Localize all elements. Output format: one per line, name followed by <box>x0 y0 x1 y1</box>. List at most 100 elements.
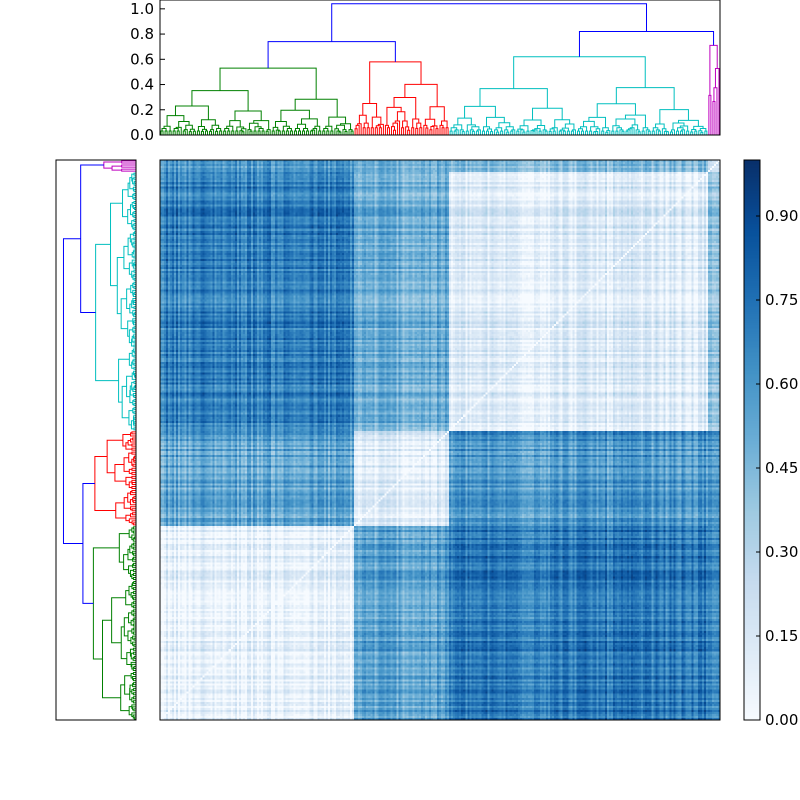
top-dendrogram-branch <box>253 120 270 130</box>
top-dendrogram-branch <box>301 118 318 127</box>
top-dendrogram-branch <box>249 130 253 135</box>
left-dendrogram-branch <box>131 508 136 512</box>
left-dendrogram-branch <box>132 400 134 406</box>
left-dendrogram-branch <box>132 556 136 560</box>
left-dendrogram-branch <box>133 192 136 196</box>
left-dendrogram-branch <box>133 180 136 184</box>
left-dendrogram-branch <box>131 431 136 435</box>
heatmap-frame <box>159 159 721 721</box>
left-dendrogram-branch <box>132 177 135 185</box>
left-dendrogram-branch <box>132 500 136 504</box>
top-dendrogram-branch <box>200 119 216 127</box>
left-dendrogram-branch <box>133 227 136 231</box>
top-dendrogram-branch <box>312 127 318 135</box>
top-dendrogram-branch <box>676 130 680 135</box>
left-dendrogram-branch <box>133 362 136 366</box>
top-dendrogram-branch <box>589 130 593 135</box>
left-dendrogram-branch <box>132 671 136 676</box>
top-dendrogram-branch <box>548 130 552 135</box>
left-dendrogram-branch <box>131 689 134 695</box>
left-dendrogram-branch <box>115 502 126 519</box>
left-dendrogram-branch <box>130 513 136 518</box>
top-dendrogram-branch <box>323 127 329 131</box>
top-dendrogram-branch <box>626 129 631 135</box>
top-dendrogram-branch <box>561 127 569 132</box>
top-dendrogram-branch <box>378 127 382 135</box>
left-dendrogram-branch <box>133 330 136 334</box>
left-dendrogram-branch <box>132 542 136 546</box>
top-dendrogram-branch <box>405 126 410 135</box>
left-dendrogram-branch <box>131 259 136 267</box>
top-dendrogram-branch <box>253 130 257 135</box>
top-dendrogram-branch <box>224 127 230 132</box>
top-dendrogram-branch <box>580 126 588 132</box>
left-dendrogram-branch <box>118 358 130 403</box>
left-dendrogram-branch <box>128 585 132 596</box>
top-dendrogram-branch <box>161 127 167 131</box>
top-dendrogram-branch <box>677 127 684 132</box>
top-dendrogram-branch <box>601 130 605 135</box>
top-dendrogram-branch <box>669 131 673 135</box>
left-dendrogram-branch <box>110 202 123 287</box>
top-dendrogram-branch <box>429 129 433 135</box>
left-dendrogram-branch <box>131 381 134 391</box>
top-dendrogram-ytick-label: 1.0 <box>130 0 154 18</box>
left-dendrogram-branch <box>106 439 123 474</box>
top-dendrogram-branch <box>201 128 207 132</box>
left-dendrogram-branch <box>133 273 136 277</box>
left-dendrogram-branch <box>121 164 136 168</box>
left-dendrogram-branch <box>132 609 136 613</box>
colorbar-tick-label: 0.90 <box>765 207 798 225</box>
top-dendrogram-ytick-label: 0.8 <box>130 25 154 43</box>
left-dendrogram-branch <box>122 433 131 447</box>
left-dendrogram-branch <box>132 193 134 199</box>
top-dendrogram-branch <box>581 130 585 135</box>
left-dendrogram-branch <box>133 716 136 720</box>
left-dendrogram-branch <box>132 613 136 617</box>
top-dendrogram-frame <box>159 0 721 136</box>
left-dendrogram-branch <box>133 291 136 295</box>
left-dendrogram-branch <box>132 597 136 601</box>
top-dendrogram-branch <box>576 130 580 135</box>
top-dendrogram-branch <box>554 119 571 128</box>
left-dendrogram-branch <box>121 168 136 172</box>
left-dendrogram-branch <box>133 350 136 354</box>
top-dendrogram-branch <box>602 127 609 132</box>
left-dendrogram-branch <box>125 476 132 486</box>
top-dendrogram-branch <box>261 130 265 135</box>
left-dendrogram-branch <box>132 282 134 288</box>
left-dendrogram-branch <box>130 673 134 679</box>
left-dendrogram-branch <box>133 340 136 344</box>
top-dendrogram-link <box>267 41 396 69</box>
colorbar-tick-label: 0.15 <box>765 627 798 645</box>
left-dendrogram-branch <box>133 403 136 407</box>
left-dendrogram-branch <box>133 245 136 249</box>
left-dendrogram-branch <box>130 652 134 660</box>
top-dendrogram-branch <box>377 123 384 135</box>
top-dendrogram-branch <box>419 127 423 135</box>
left-dendrogram-branch <box>131 628 134 634</box>
left-dendrogram-branch <box>132 568 136 572</box>
top-dendrogram-branch <box>699 128 707 132</box>
left-dendrogram-branch <box>132 582 136 587</box>
top-dendrogram-branch <box>693 125 704 130</box>
top-dendrogram-branch <box>490 131 494 135</box>
top-dendrogram-branch <box>227 130 231 135</box>
top-dendrogram-branch <box>596 103 636 118</box>
left-dendrogram-frame <box>55 159 137 721</box>
left-dendrogram-branch <box>132 242 135 248</box>
left-dendrogram-branch <box>129 385 134 396</box>
top-dendrogram-branch <box>445 127 449 135</box>
top-dendrogram-branch <box>571 129 576 135</box>
top-dendrogram-branch <box>566 130 570 135</box>
left-dendrogram-branch <box>129 569 134 577</box>
top-dendrogram-branch <box>552 130 556 135</box>
top-dendrogram-branch <box>272 126 279 131</box>
top-dendrogram-branch <box>430 126 435 135</box>
left-dendrogram-branch <box>130 506 136 511</box>
top-dendrogram-branch <box>330 130 334 135</box>
top-dendrogram-branch <box>189 128 195 132</box>
left-dendrogram-branch <box>127 440 132 446</box>
top-dendrogram-branch <box>612 125 620 132</box>
